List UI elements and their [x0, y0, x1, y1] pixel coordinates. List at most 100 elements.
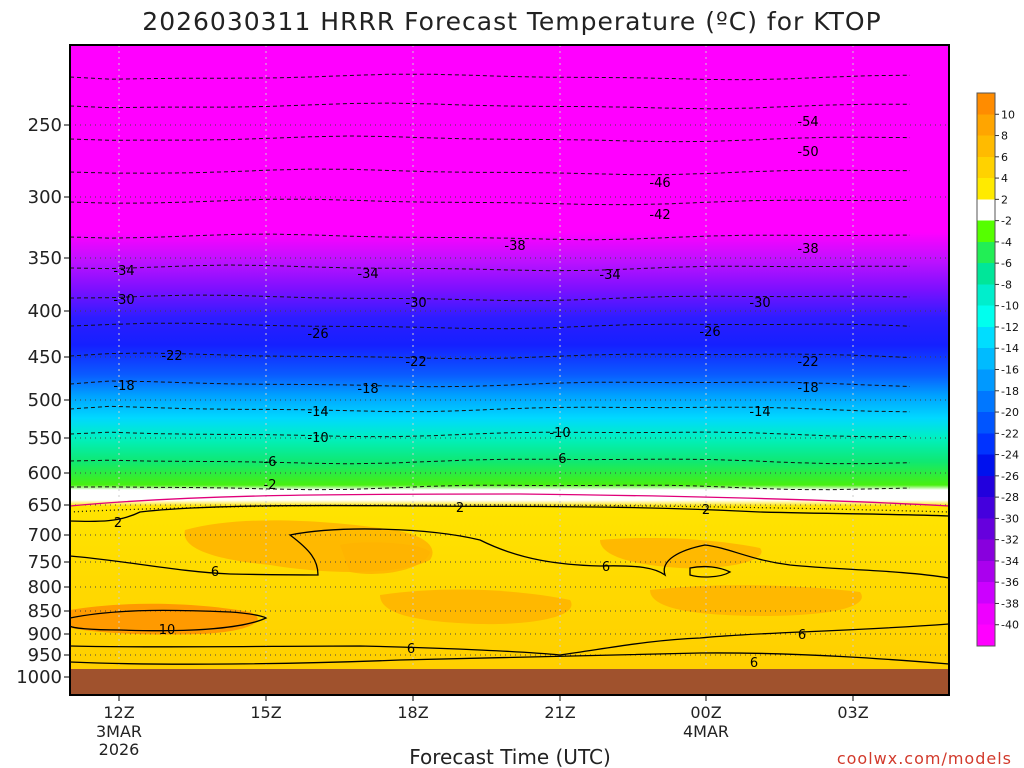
- y-tick-label: 350: [28, 248, 62, 269]
- colorbar-scale: [976, 92, 996, 647]
- dashed-contour: [69, 198, 911, 206]
- contour-label: -10: [307, 431, 328, 446]
- contour-label: -30: [113, 293, 134, 308]
- colorbar-label: -4: [1001, 236, 1012, 249]
- contour-label: -54: [797, 115, 818, 130]
- contour-label: -38: [504, 239, 525, 254]
- solid-contour: [69, 504, 950, 523]
- contour-label: -18: [357, 382, 378, 397]
- y-tick-label: 850: [28, 601, 62, 622]
- contour-label: -26: [307, 327, 328, 342]
- colorbar-label: -12: [1001, 321, 1019, 334]
- contour-label: -18: [797, 381, 818, 396]
- contour-label: -2: [264, 478, 277, 493]
- dashed-contour: [69, 352, 911, 360]
- contour-label: -34: [113, 264, 134, 279]
- colorbar-label: -34: [1001, 555, 1019, 568]
- y-tick-label: 450: [28, 347, 62, 368]
- contour-label: -30: [405, 296, 426, 311]
- plot-frame: [69, 44, 950, 696]
- contour-label: -46: [649, 176, 670, 191]
- contour-label: 2: [114, 516, 122, 531]
- x-tick-label: 21Z: [544, 703, 575, 722]
- colorbar-label: -40: [1001, 619, 1019, 632]
- contour-label: -18: [113, 379, 134, 394]
- y-axis-ticks: 2503003504004505005506006507007508008509…: [16, 115, 70, 688]
- contour-lines: [69, 73, 950, 665]
- colorbar-label: -38: [1001, 597, 1019, 610]
- y-tick-label: 400: [28, 301, 62, 322]
- x-tick-sublabel: 3MAR: [96, 722, 142, 741]
- colorbar-labels: 10 8 6 4 2 -2 -4 -6 -8 -10 -12 -14 -16 -18 -20 -22 -24 -2…: [995, 108, 1019, 632]
- colorbar-label: 6: [1001, 151, 1008, 164]
- x-tick-sublabel: 4MAR: [683, 722, 729, 741]
- solid-contour: [69, 652, 950, 665]
- plot-area: -54-50-46-42-38 -38-34 -34 -34-30 -30 -30-26-…: [69, 44, 950, 696]
- contour-label: 2: [702, 503, 710, 518]
- x-tick-label: 15Z: [250, 703, 281, 722]
- contour-label: -34: [357, 267, 378, 282]
- colorbar-label: -16: [1001, 364, 1019, 377]
- dashed-contour: [69, 264, 911, 272]
- plot-background: [70, 45, 949, 695]
- colorbar-label: -26: [1001, 470, 1019, 483]
- dashed-contour: [69, 73, 911, 81]
- warm-region: [380, 589, 572, 625]
- dashed-contour: [69, 322, 911, 330]
- contour-label: -50: [797, 145, 818, 160]
- contour-label: 2: [456, 501, 464, 516]
- colorbar-label: -14: [1001, 342, 1019, 355]
- x-axis-label: Forecast Time (UTC): [409, 745, 611, 768]
- x-tick-label: 18Z: [397, 703, 428, 722]
- dotted-contour: [69, 504, 950, 513]
- x-tick-sublabel: 2026: [99, 740, 140, 759]
- gridlines: [70, 45, 949, 695]
- colorbar: 10 8 6 4 2 -2 -4 -6 -8 -10 -12 -14 -16 -18 -20 -22 -24 -2…: [976, 92, 1019, 647]
- y-tick-label: 500: [28, 390, 62, 411]
- colorbar-label: -2: [1001, 215, 1012, 228]
- y-tick-label: 300: [28, 187, 62, 208]
- y-tick-label: 900: [28, 624, 62, 645]
- colorbar-label: -10: [1001, 300, 1019, 313]
- contour-label: 6: [407, 642, 415, 657]
- contour-label: 10: [159, 623, 176, 638]
- solid-contour: [69, 623, 950, 656]
- contour-label: -14: [749, 405, 770, 420]
- y-tick-label: 700: [28, 525, 62, 546]
- contour-label: -22: [797, 355, 818, 370]
- warm-region: [650, 585, 862, 616]
- y-tick-label: 950: [28, 645, 62, 666]
- colorbar-label: -8: [1001, 278, 1012, 291]
- contour-label: -14: [307, 405, 328, 420]
- contour-label: -22: [161, 349, 182, 364]
- solid-contour: [69, 528, 950, 579]
- solid-contour: [689, 565, 732, 578]
- y-tick-label: 650: [28, 495, 62, 516]
- dashed-contour: [69, 431, 911, 438]
- dashed-contour: [69, 233, 911, 241]
- contour-label: 6: [211, 565, 219, 580]
- dashed-contour: [69, 458, 911, 465]
- x-tick-label: 00Z: [690, 703, 721, 722]
- contour-label: 6: [750, 656, 758, 671]
- contour-label: 6: [798, 628, 806, 643]
- x-tick-label: 03Z: [837, 703, 868, 722]
- contour-label: -38: [797, 242, 818, 257]
- y-tick-label: 600: [28, 463, 62, 484]
- colorbar-label: -20: [1001, 406, 1019, 419]
- ground-layer: [70, 669, 949, 695]
- solid-contour: [69, 609, 268, 632]
- dashed-contour: [69, 484, 911, 491]
- colorbar-label: 10: [1001, 108, 1015, 121]
- warm-region: [340, 542, 430, 574]
- freezing-line: [69, 493, 950, 507]
- colorbar-label: -36: [1001, 576, 1019, 589]
- warm-region: [600, 537, 762, 569]
- colorbar-label: -28: [1001, 491, 1019, 504]
- contour-label: -10: [549, 426, 570, 441]
- contour-label: -6: [554, 452, 567, 467]
- dashed-contour: [69, 405, 911, 413]
- credit-link[interactable]: coolwx.com/models: [837, 749, 1012, 768]
- contour-label: -30: [749, 296, 770, 311]
